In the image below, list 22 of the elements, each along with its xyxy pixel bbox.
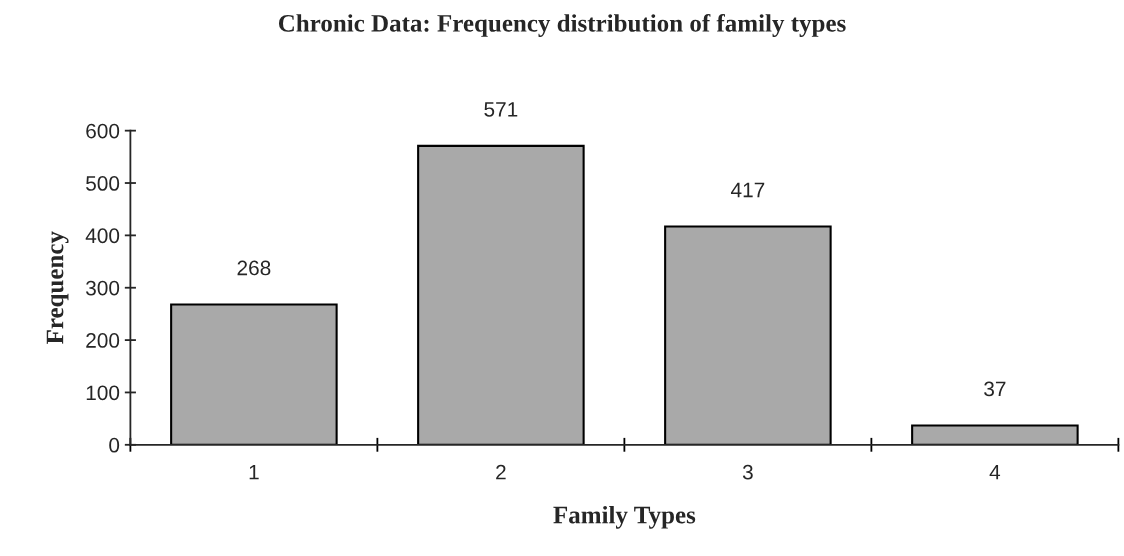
data-label: 268 [237,260,271,276]
y-tick-label: 400 [85,228,120,244]
bar [911,424,1079,445]
y-tick-label: 300 [86,280,120,296]
x-axis-title: Family Types [553,505,696,529]
x-tick-label: 3 [742,464,753,480]
bar [417,144,585,445]
bar [170,303,338,445]
x-tick-label: 4 [989,465,1001,480]
y-tick-label: 600 [86,123,120,139]
data-label: 37 [984,381,1006,397]
y-tick-label: 0 [109,437,120,453]
y-tick-label: 200 [86,333,120,348]
data-label: 571 [484,102,518,117]
chart-title: Chronic Data: Frequency distribution of family types [278,13,846,37]
x-tick-label: 2 [496,464,506,480]
y-axis-title: Frequency [46,231,69,345]
x-tick-label: 1 [249,465,259,480]
y-tick-label: 500 [86,176,120,191]
bar [664,225,832,445]
y-tick-label: 100 [86,385,120,401]
data-label: 417 [730,182,765,198]
